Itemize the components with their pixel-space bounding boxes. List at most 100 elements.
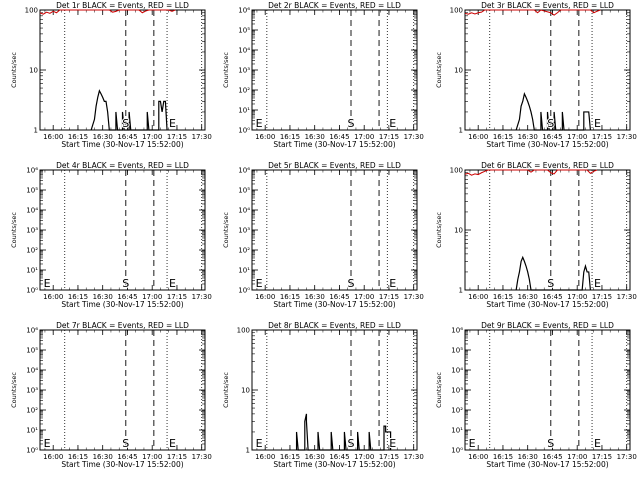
x-tick-label: 16:30 (305, 293, 325, 301)
start-marker-label: S (547, 277, 554, 290)
x-tick-label: 16:30 (305, 453, 325, 461)
end-marker-label: E (169, 277, 176, 290)
end-marker-label: E (594, 117, 601, 130)
events-series-line (295, 413, 392, 451)
y-tick-label: 1 (459, 127, 463, 135)
x-tick-label: 17:15 (167, 133, 187, 141)
y-tick-label: 100 (25, 7, 38, 15)
y-tick-label: 10⁰ (451, 447, 463, 455)
x-tick-label: 17:00 (142, 293, 162, 301)
y-tick-label: 10⁴ (26, 207, 38, 215)
y-tick-label: 10⁰ (238, 287, 250, 295)
start-marker-label: S (547, 437, 554, 450)
y-tick-label: 10 (29, 67, 38, 75)
events-series-line (90, 89, 168, 131)
panel-det-3: Det 3r BLACK = Events, RED = LLD 1 10 100 16… (435, 1, 637, 149)
y-tick-label: 10⁵ (26, 187, 38, 195)
y-tick-label: 10² (26, 407, 38, 415)
y-tick-label: 10 (454, 227, 463, 235)
y-tick-label: 10³ (26, 227, 38, 235)
y-tick-label: 10⁵ (238, 27, 250, 35)
y-axis-label: Counts/sec (10, 212, 18, 248)
y-tick-label: 100 (450, 167, 463, 175)
x-tick-label: 16:45 (117, 133, 137, 141)
x-tick-label: 16:15 (493, 293, 513, 301)
x-tick-label: 16:00 (43, 293, 63, 301)
panel-title: Det 3r BLACK = Events, RED = LLD (481, 1, 614, 10)
y-axis-label: Counts/sec (435, 52, 443, 88)
plot-frame (251, 169, 418, 291)
x-tick-label: 17:30 (192, 133, 212, 141)
y-tick-label: 10⁵ (238, 187, 250, 195)
panel-det-4: Det 4r BLACK = Events, RED = LLD 10⁰ 10¹ 10… (10, 161, 212, 309)
panel-det-2: Det 2r BLACK = Events, RED = LLD 10⁰ 10¹ 10… (222, 1, 424, 149)
x-tick-label: 16:30 (305, 133, 325, 141)
panel-det-6: Det 6r BLACK = Events, RED = LLD 1 10 100 16… (435, 161, 637, 309)
y-tick-label: 10³ (451, 387, 463, 395)
y-tick-label: 10³ (238, 67, 250, 75)
panel-title: Det 5r BLACK = Events, RED = LLD (268, 161, 401, 170)
x-tick-label: 16:45 (329, 293, 349, 301)
end-marker-label: E (594, 277, 601, 290)
x-axis-label: Start Time (30-Nov-17 15:52:00) (486, 460, 608, 469)
y-tick-label: 10⁶ (26, 167, 38, 175)
x-tick-label: 16:45 (542, 133, 562, 141)
x-tick-label: 16:30 (93, 293, 113, 301)
x-tick-label: 16:00 (255, 133, 275, 141)
x-axis-label: Start Time (30-Nov-17 15:52:00) (61, 460, 183, 469)
x-tick-label: 17:30 (617, 133, 637, 141)
y-tick-label: 10¹ (26, 267, 38, 275)
x-tick-label: 16:15 (493, 453, 513, 461)
x-tick-label: 16:00 (43, 133, 63, 141)
x-axis-label: Start Time (30-Nov-17 15:52:00) (273, 140, 395, 149)
x-tick-label: 16:30 (93, 133, 113, 141)
x-axis-label: Start Time (30-Nov-17 15:52:00) (273, 460, 395, 469)
panel-title: Det 8r BLACK = Events, RED = LLD (268, 321, 401, 330)
y-tick-label: 10² (451, 407, 463, 415)
panel-det-5: Det 5r BLACK = Events, RED = LLD 10⁰ 10¹ 10… (222, 161, 424, 309)
x-tick-label: 16:45 (117, 293, 137, 301)
x-tick-label: 17:15 (167, 453, 187, 461)
y-tick-label: 1 (34, 127, 38, 135)
x-tick-label: 17:00 (354, 453, 374, 461)
x-tick-label: 16:30 (518, 133, 538, 141)
end-marker-label: E (594, 437, 601, 450)
x-tick-label: 17:30 (404, 133, 424, 141)
x-tick-label: 16:15 (68, 293, 88, 301)
x-tick-label: 17:15 (379, 453, 399, 461)
lld-series-line (39, 9, 176, 15)
x-axis-label: Start Time (30-Nov-17 15:52:00) (486, 300, 608, 309)
x-tick-label: 16:45 (542, 453, 562, 461)
x-tick-label: 17:15 (592, 453, 612, 461)
x-tick-label: 16:00 (255, 293, 275, 301)
y-tick-label: 10⁶ (238, 7, 250, 15)
y-tick-label: 10⁶ (238, 167, 250, 175)
y-tick-label: 10¹ (26, 427, 38, 435)
y-tick-label: 10¹ (238, 267, 250, 275)
panel-title: Det 1r BLACK = Events, RED = LLD (56, 1, 189, 10)
x-tick-label: 17:00 (142, 133, 162, 141)
end-marker-label: E (44, 277, 51, 290)
x-tick-label: 17:00 (354, 293, 374, 301)
x-tick-label: 17:00 (142, 453, 162, 461)
y-tick-label: 10⁵ (451, 347, 463, 355)
y-tick-label: 10⁶ (26, 327, 38, 335)
events-series-line (515, 255, 591, 291)
y-axis-label: Counts/sec (222, 212, 230, 248)
panel-det-9: Det 9r BLACK = Events, RED = LLD 10⁰ 10¹ 10… (435, 321, 637, 469)
y-tick-label: 10⁵ (26, 347, 38, 355)
start-marker-label: S (348, 117, 355, 130)
x-tick-label: 16:45 (329, 133, 349, 141)
panel-title: Det 9r BLACK = Events, RED = LLD (481, 321, 614, 330)
y-tick-label: 10³ (238, 227, 250, 235)
panel-title: Det 4r BLACK = Events, RED = LLD (56, 161, 189, 170)
end-marker-label: E (256, 117, 263, 130)
x-tick-label: 17:15 (379, 133, 399, 141)
x-tick-label: 17:30 (404, 453, 424, 461)
end-marker-label: E (256, 277, 263, 290)
lld-series-line (464, 9, 601, 16)
x-tick-label: 16:00 (468, 293, 488, 301)
x-axis-label: Start Time (30-Nov-17 15:52:00) (273, 300, 395, 309)
y-tick-label: 10¹ (451, 427, 463, 435)
